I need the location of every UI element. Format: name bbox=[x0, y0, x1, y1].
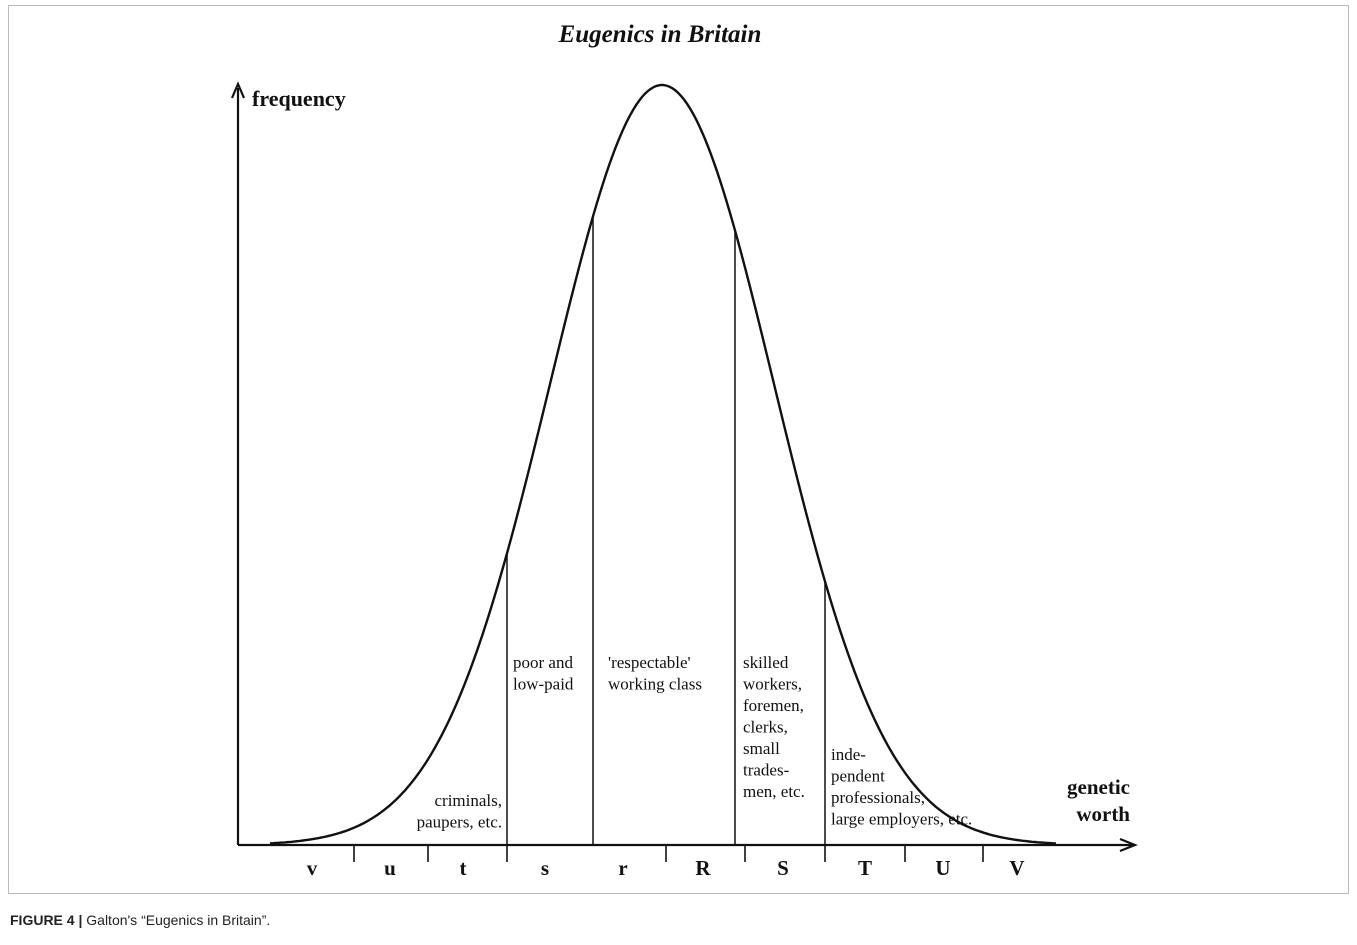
x-axis-label: genetic bbox=[1067, 775, 1130, 799]
grade-label: R bbox=[695, 856, 711, 880]
region-label: skilled bbox=[743, 653, 789, 672]
grade-label: T bbox=[858, 856, 872, 880]
y-axis-label: frequency bbox=[252, 86, 346, 111]
title: Eugenics in Britain bbox=[558, 21, 762, 48]
region-labels: criminals, paupers, etc. poor and low-paid '… bbox=[417, 653, 973, 832]
caption: FIGURE 4 | Galton's “Eugenics in Britain… bbox=[10, 912, 270, 928]
grade-label: V bbox=[1009, 856, 1024, 880]
grade-label: v bbox=[307, 856, 318, 880]
axes bbox=[230, 81, 1138, 853]
region-label: working class bbox=[608, 675, 702, 694]
region-label: professionals, bbox=[831, 788, 925, 807]
region-label: small bbox=[743, 739, 780, 758]
grade-label: S bbox=[777, 856, 789, 880]
region-label: large employers, etc. bbox=[831, 810, 972, 829]
region-label: low-paid bbox=[513, 675, 574, 694]
dividers bbox=[506, 216, 826, 845]
region-label: paupers, etc. bbox=[417, 813, 502, 832]
region-label: foremen, bbox=[743, 696, 804, 715]
grade-label: U bbox=[935, 856, 950, 880]
grade-label: r bbox=[618, 856, 627, 880]
grade-label: t bbox=[460, 856, 467, 880]
x-axis-label: worth bbox=[1076, 802, 1130, 826]
caption-text: Galton's “Eugenics in Britain”. bbox=[86, 912, 270, 928]
region-label: 'respectable' bbox=[608, 653, 691, 672]
y-arrow bbox=[230, 81, 246, 99]
x-arrow bbox=[1119, 837, 1138, 853]
region-label: workers, bbox=[743, 675, 802, 694]
grade-label: u bbox=[384, 856, 396, 880]
region-label: criminals, bbox=[434, 791, 502, 810]
bell-curve bbox=[269, 83, 1057, 845]
region-label: pendent bbox=[831, 767, 885, 786]
region-label: trades- bbox=[743, 761, 790, 780]
figure-frame bbox=[8, 5, 1349, 894]
grade-label: s bbox=[541, 856, 549, 880]
caption-label: FIGURE 4 | bbox=[10, 912, 82, 928]
region-label: clerks, bbox=[743, 718, 788, 737]
region-label: inde- bbox=[831, 745, 866, 764]
region-label: men, etc. bbox=[743, 782, 805, 801]
grade-ticks bbox=[353, 845, 984, 862]
region-label: poor and bbox=[513, 653, 573, 672]
